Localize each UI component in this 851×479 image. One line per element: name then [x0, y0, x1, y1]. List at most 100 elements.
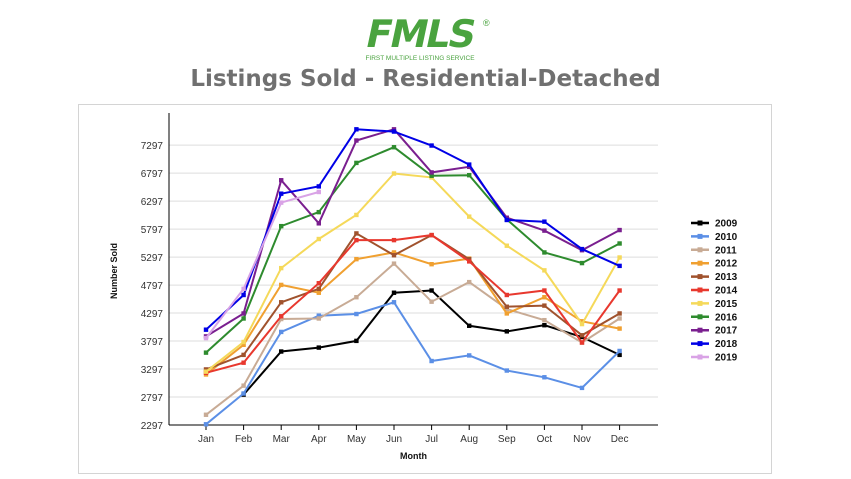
data-point-2009 [354, 338, 359, 344]
data-point-2009 [617, 352, 622, 358]
data-point-2009 [391, 290, 397, 295]
data-point-2015 [467, 214, 472, 219]
data-point-2010 [316, 313, 321, 318]
y-tick-label: 5297 [141, 253, 164, 264]
data-point-2010 [203, 422, 209, 427]
series-line-2011 [205, 262, 621, 416]
data-point-2019 [316, 189, 321, 195]
data-point-2015 [203, 369, 209, 374]
data-point-2011 [279, 316, 284, 322]
y-tick-label: 6297 [141, 197, 164, 208]
data-point-2010 [391, 300, 397, 305]
data-point-2016 [203, 350, 209, 355]
fmls-logo: FMLS ® FIRST MULTIPLE LISTING SERVICE [362, 12, 490, 62]
data-point-2012 [279, 282, 284, 288]
y-tick-label: 7297 [141, 141, 164, 152]
data-point-2016 [429, 173, 434, 178]
data-point-2019 [241, 286, 246, 292]
data-point-2013 [241, 352, 246, 358]
data-point-2019 [279, 200, 284, 205]
legend-label-2016: 2016 [715, 312, 738, 323]
y-tick-label: 4797 [141, 281, 164, 292]
data-point-2018 [542, 219, 547, 224]
legend-label-2017: 2017 [715, 326, 738, 337]
data-point-2017 [542, 228, 547, 233]
series-line-2015 [205, 172, 621, 373]
data-point-2012 [504, 311, 509, 316]
legend-marker-2018 [697, 341, 703, 347]
data-point-2010 [504, 368, 509, 373]
data-point-2013 [354, 231, 359, 236]
data-point-2011 [504, 306, 509, 312]
data-point-2019 [203, 335, 209, 341]
chart-frame: 2297 2797 3297 3797 4297 4797 5297 5797 6297 6797… [78, 104, 772, 474]
data-point-2018 [467, 162, 472, 167]
data-point-2011 [429, 299, 434, 304]
legend-label-2009: 2009 [715, 219, 738, 230]
data-point-2012 [354, 256, 359, 262]
data-point-2009 [504, 329, 509, 334]
series-line-2017 [205, 128, 621, 338]
data-point-2013 [542, 303, 547, 308]
data-point-2010 [542, 375, 547, 380]
x-tick-label: Sep [498, 434, 516, 445]
data-point-2012 [429, 261, 434, 267]
data-point-2014 [617, 288, 622, 293]
legend-marker-2014 [697, 287, 703, 293]
data-point-2014 [391, 237, 397, 243]
data-point-2009 [279, 349, 284, 354]
data-point-2015 [617, 255, 622, 260]
data-point-2015 [579, 321, 585, 327]
data-point-2010 [354, 311, 359, 317]
data-point-2018 [429, 143, 434, 148]
x-tick-label: Jan [198, 434, 214, 445]
legend-label-2010: 2010 [715, 232, 738, 243]
legend-marker-2011 [697, 247, 703, 253]
data-point-2018 [279, 191, 284, 196]
legend-label-2014: 2014 [715, 286, 738, 297]
y-tick-label: 4297 [141, 309, 164, 320]
data-point-2011 [354, 295, 359, 300]
data-point-2014 [504, 292, 509, 298]
series-line-2010 [205, 301, 621, 426]
data-point-2018 [617, 263, 622, 269]
data-point-2018 [579, 246, 585, 252]
series-line-2019 [205, 191, 320, 339]
data-point-2010 [579, 385, 585, 391]
data-point-2016 [279, 223, 284, 229]
x-tick-label: May [347, 434, 366, 445]
legend-marker-2016 [697, 314, 703, 320]
data-point-2009 [467, 323, 472, 328]
data-point-2013 [467, 256, 472, 262]
data-point-2016 [467, 173, 472, 178]
y-tick-label: 5797 [141, 225, 164, 236]
x-tick-label: Oct [537, 434, 553, 445]
legend-label-2012: 2012 [715, 259, 738, 270]
data-point-2018 [203, 327, 209, 332]
legend-marker-2019 [697, 354, 703, 360]
series-line-2009 [242, 289, 621, 396]
x-tick-label: Jul [425, 434, 438, 445]
x-tick-label: Apr [311, 434, 327, 445]
logo-wordmark: FMLS [362, 12, 479, 57]
data-point-2014 [279, 314, 284, 319]
logo-registered-mark: ® [483, 18, 490, 28]
data-point-2015 [241, 339, 246, 345]
data-point-2014 [241, 360, 246, 365]
x-tick-label: Feb [235, 434, 253, 445]
data-point-2017 [354, 138, 359, 143]
data-point-2018 [504, 217, 509, 223]
x-tick-label: Mar [273, 434, 291, 445]
data-point-2016 [354, 160, 359, 166]
y-tick-label: 2797 [141, 393, 164, 404]
series-line-2018 [205, 128, 621, 331]
data-point-2017 [467, 164, 472, 170]
chart-title: Listings Sold - Residential-Detached [190, 66, 661, 92]
data-point-2014 [467, 259, 472, 264]
legend-marker-2010 [697, 233, 703, 239]
data-point-2013 [391, 253, 397, 258]
y-tick-label: 2297 [141, 421, 164, 432]
data-point-2015 [354, 212, 359, 218]
data-point-2017 [617, 227, 622, 233]
data-point-2011 [542, 317, 547, 323]
